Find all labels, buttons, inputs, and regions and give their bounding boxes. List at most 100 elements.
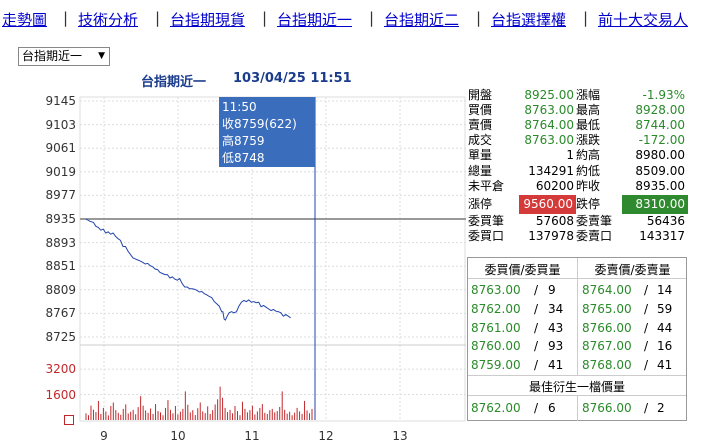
- nav-separator: |: [262, 9, 268, 27]
- book-divider: [577, 258, 578, 375]
- bid-qty: 93: [548, 339, 564, 354]
- contract-select[interactable]: 台指期近一 ▼: [18, 47, 110, 66]
- ask-qty: 16: [657, 339, 673, 354]
- book-slash: /: [644, 320, 649, 335]
- ask-price: 8765.00: [582, 301, 632, 316]
- quote-label: 最低: [576, 118, 601, 133]
- book-slash: /: [644, 301, 649, 316]
- book-divider: [468, 375, 686, 376]
- quote-label: 未平倉: [468, 178, 505, 193]
- book-divider: [577, 395, 578, 421]
- quote-value: 8764.00: [524, 118, 574, 133]
- ask-price: 8766.00: [582, 320, 632, 335]
- nav-options[interactable]: 台指選擇權: [491, 11, 567, 29]
- book-slash: /: [534, 301, 539, 316]
- quote-label: 開盤: [468, 88, 493, 102]
- quote-value: 1: [566, 148, 574, 163]
- order-book: 委買價/委買量 委賣價/委賣量 8763.00 / 9 8764.00 / 14 8762.…: [467, 257, 687, 421]
- quote-value: 143317: [639, 228, 685, 243]
- ask-qty: 44: [657, 320, 673, 335]
- quote-value: 8763.00: [524, 133, 574, 148]
- chart-title: 台指期近一: [141, 75, 207, 90]
- ask-price: 8768.00: [582, 358, 632, 373]
- quote-value: 8509.00: [635, 163, 685, 178]
- bid-qty: 43: [548, 320, 564, 335]
- price-axis-tick: 8893: [45, 235, 76, 250]
- time-axis-tick: 9: [100, 429, 108, 443]
- tooltip-high: 高8759: [222, 134, 265, 148]
- book-slash: /: [534, 320, 539, 335]
- bid-header: 委買價/委買量: [484, 263, 561, 277]
- nav-futures-spot[interactable]: 台指期現貨: [170, 11, 246, 29]
- time-axis-tick: 10: [170, 429, 186, 443]
- bid-qty: 41: [548, 358, 564, 373]
- ask-qty: 14: [657, 283, 673, 297]
- best-level-header: 最佳衍生一檔價量: [528, 380, 625, 394]
- book-slash: /: [534, 339, 539, 354]
- quote-label: 最高: [576, 103, 601, 118]
- book-slash: /: [534, 401, 539, 415]
- quote-label: 漲跌: [576, 133, 601, 148]
- price-axis-tick: 8725: [45, 330, 76, 344]
- quote-label: 委賣口: [576, 228, 613, 243]
- price-axis-tick: 8767: [45, 306, 76, 321]
- nav-separator: |: [369, 9, 375, 27]
- tooltip-time: 11:50: [222, 100, 257, 114]
- quote-value: 137978: [528, 228, 574, 243]
- quote-label: 昨收: [576, 178, 601, 193]
- price-axis-tick: 8935: [45, 212, 76, 226]
- quote-label: 總量: [468, 163, 493, 178]
- bid-price: 8762.00: [471, 301, 521, 316]
- quote-value: 8763.00: [524, 103, 574, 118]
- tooltip-close: 收8759(622): [222, 117, 297, 131]
- quote-value: 60200: [535, 178, 574, 193]
- quote-value: 8935.00: [635, 178, 685, 193]
- time-axis-tick: 11: [244, 429, 260, 443]
- time-axis-tick: 12: [318, 429, 334, 443]
- ask-price: 8764.00: [582, 283, 632, 297]
- nav-technical-analysis[interactable]: 技術分析: [78, 11, 139, 29]
- best-ask-price: 8766.00: [582, 401, 632, 415]
- quote-value: 57608: [535, 213, 574, 228]
- quote-value: 8925.00: [524, 88, 574, 102]
- quote-label: 約低: [576, 163, 601, 178]
- bid-qty: 9: [548, 283, 556, 297]
- book-slash: /: [644, 358, 649, 373]
- price-line: [85, 218, 291, 321]
- bid-qty: 34: [548, 301, 564, 316]
- nav-separator: |: [583, 9, 589, 27]
- ask-qty: 41: [657, 358, 673, 373]
- crosshair-tooltip: 11:50 收8759(622) 高8759 低8748: [219, 97, 315, 167]
- quote-label: 委賣筆: [576, 213, 613, 228]
- quote-label: 賣價: [468, 118, 493, 133]
- book-slash: /: [644, 401, 649, 415]
- quote-label: 跌停: [576, 196, 601, 211]
- bid-price: 8761.00: [471, 320, 521, 335]
- quote-value: 56436: [646, 213, 685, 228]
- price-axis-tick: 8809: [45, 282, 76, 297]
- volume-legend-square: [64, 415, 74, 425]
- quote-label: 委買筆: [468, 213, 505, 228]
- best-ask-qty: 2: [657, 401, 665, 415]
- nav-separator: |: [63, 9, 69, 27]
- quote-value: 134291: [528, 163, 574, 178]
- quote-label: 漲幅: [576, 88, 601, 102]
- contract-select-value: 台指期近一: [22, 49, 83, 63]
- nav-futures-near2[interactable]: 台指期近二: [384, 11, 460, 29]
- ask-qty: 59: [657, 301, 673, 316]
- quote-label: 買價: [468, 103, 493, 118]
- nav-top10-traders[interactable]: 前十大交易人: [598, 11, 689, 29]
- price-axis-tick: 9019: [45, 164, 76, 179]
- quote-value: -1.93%: [642, 88, 685, 102]
- price-axis-tick: 8851: [45, 259, 76, 274]
- price-axis-tick: 9103: [45, 117, 76, 132]
- book-slash: /: [534, 283, 539, 297]
- quote-value: -172.00: [638, 133, 685, 148]
- price-axis-tick: 9145: [45, 94, 76, 108]
- price-axis-tick: 8977: [45, 188, 76, 203]
- top-nav: 走勢圖 | 技術分析 | 台指期現貨 | 台指期近一 | 台指期近二 | 台指選…: [0, 0, 706, 36]
- quote-value: 8928.00: [635, 103, 685, 118]
- nav-futures-near1[interactable]: 台指期近一: [277, 11, 353, 29]
- nav-trend-chart[interactable]: 走勢圖: [2, 11, 48, 29]
- limit-down-value: 8310.00: [622, 194, 688, 214]
